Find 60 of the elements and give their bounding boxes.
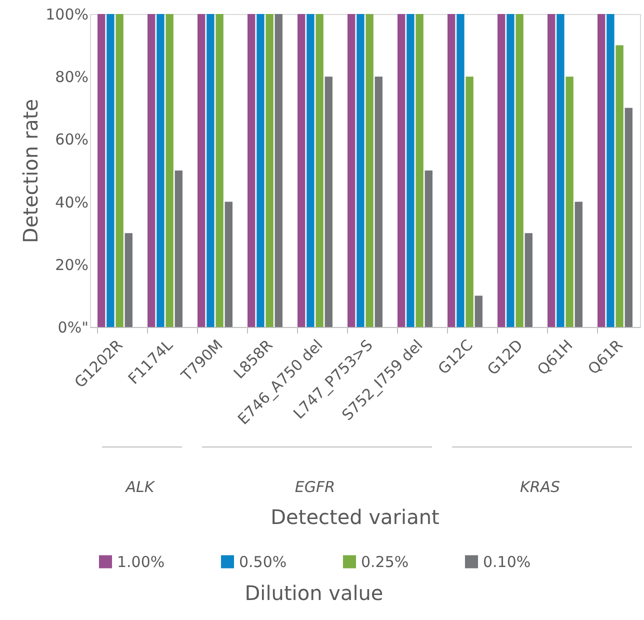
bar: [224, 202, 232, 327]
y-axis-title: Detection rate: [18, 98, 43, 244]
bar: [448, 14, 456, 327]
bar: [174, 170, 182, 327]
x-axis-title: Detected variant: [270, 505, 440, 529]
bar: [316, 14, 324, 327]
bar: [566, 76, 574, 327]
bar: [474, 296, 482, 327]
bar: [416, 14, 424, 327]
legend-label: 1.00%: [117, 552, 165, 571]
legend-label: 0.25%: [361, 552, 409, 571]
legend-label: 0.50%: [239, 552, 287, 571]
legend-title: Dilution value: [244, 581, 384, 605]
bar: [274, 14, 282, 327]
bar: [406, 14, 414, 327]
bar: [548, 14, 556, 327]
bar: [574, 202, 582, 327]
bar: [398, 14, 406, 327]
y-tick-label: 20%: [55, 256, 88, 274]
bar: [498, 14, 506, 327]
bar: [98, 14, 106, 327]
y-tick-label: 80%: [55, 68, 88, 86]
text: KRAS: [520, 478, 560, 496]
bar: [266, 14, 274, 327]
bar: [256, 14, 264, 327]
bar: [156, 14, 164, 327]
bar: [624, 108, 632, 327]
bar: [248, 14, 256, 327]
bar: [616, 45, 624, 327]
bar: [356, 14, 364, 327]
text: ALK: [124, 478, 156, 496]
bar: [298, 14, 306, 327]
bar: [166, 14, 174, 327]
y-tick-label: 40%: [55, 193, 88, 212]
bar: [324, 76, 332, 327]
y-tick-label: 100%: [46, 6, 88, 24]
bar: [206, 14, 214, 327]
bar: [366, 14, 374, 327]
legend-label: 0.10%: [483, 552, 531, 571]
bar: [216, 14, 224, 327]
bar: [466, 76, 474, 327]
y-tick-label: 0%": [58, 318, 88, 336]
text: EGFR: [294, 478, 336, 496]
bar: [516, 14, 524, 327]
bar: [524, 233, 532, 327]
bar: [116, 14, 124, 327]
bar: [306, 14, 314, 327]
bar: [424, 170, 432, 327]
bar: [148, 14, 156, 327]
bar: [348, 14, 356, 327]
bar: [124, 233, 132, 327]
bar: [374, 76, 382, 327]
bar: [106, 14, 114, 327]
bar: [198, 14, 206, 327]
bar: [506, 14, 514, 327]
bar: [456, 14, 464, 327]
bar: [598, 14, 606, 327]
bar: [556, 14, 564, 327]
y-tick-label: 60%: [55, 130, 88, 149]
bar: [606, 14, 614, 327]
